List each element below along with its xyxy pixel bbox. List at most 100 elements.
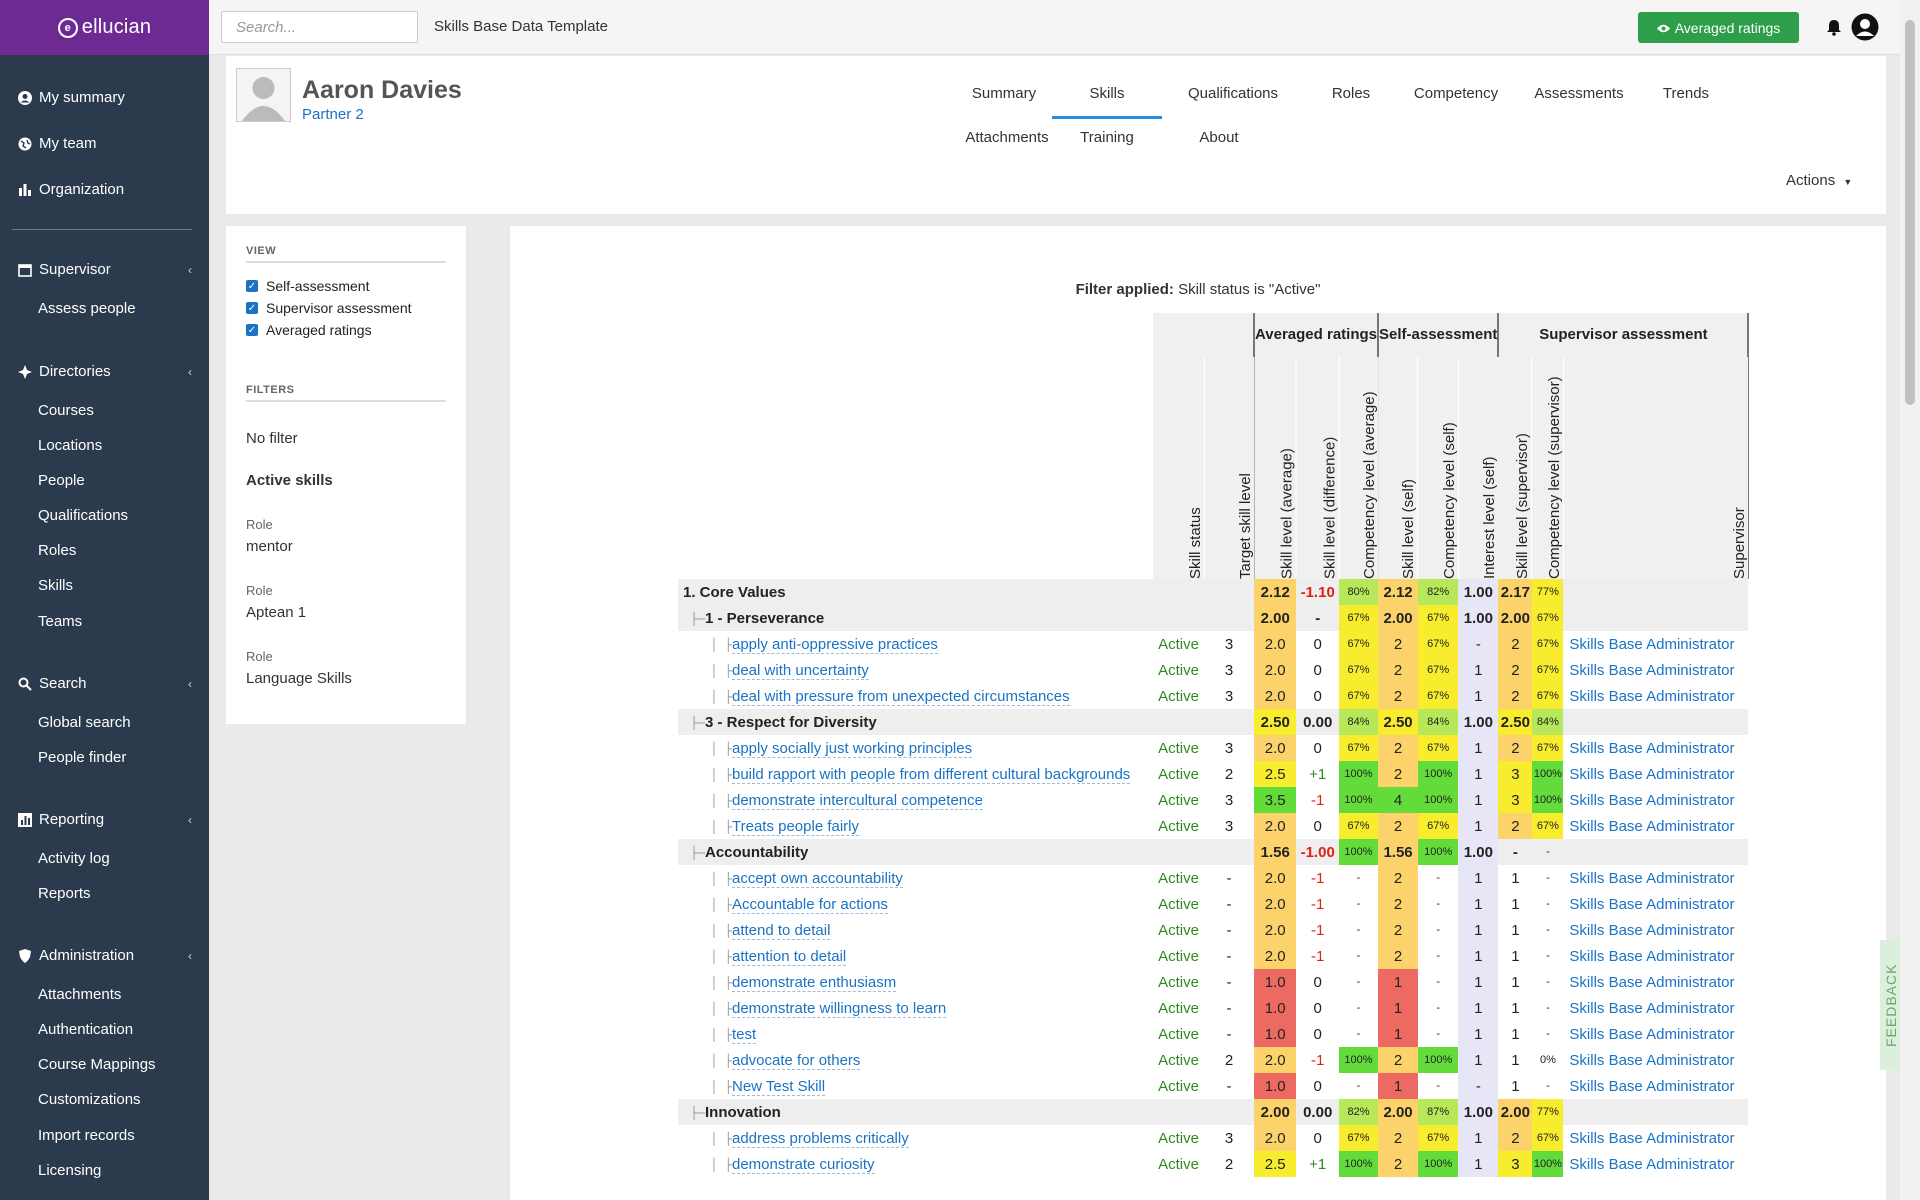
supervisor-link[interactable]: Skills Base Administrator bbox=[1569, 1077, 1735, 1095]
tab-about[interactable]: About bbox=[1199, 129, 1239, 146]
sidebar-item-import-records[interactable]: Import records bbox=[38, 1127, 135, 1144]
sidebar-item-locations[interactable]: Locations bbox=[38, 437, 103, 454]
skill-link[interactable]: attention to detail bbox=[732, 947, 847, 966]
skill-link[interactable]: deal with pressure from unexpected circu… bbox=[732, 687, 1070, 706]
skill-link[interactable]: demonstrate enthusiasm bbox=[732, 973, 897, 992]
tab-training[interactable]: Training bbox=[1080, 129, 1134, 146]
tab-qualifications[interactable]: Qualifications bbox=[1187, 85, 1279, 102]
supervisor-link[interactable]: Skills Base Administrator bbox=[1569, 1155, 1735, 1173]
tab-skills[interactable]: Skills bbox=[1089, 85, 1125, 102]
skill-link[interactable]: apply anti-oppressive practices bbox=[732, 635, 938, 654]
column-header-supervisor[interactable]: Supervisor bbox=[1563, 357, 1749, 579]
sidebar-item-teams[interactable]: Teams bbox=[38, 613, 83, 630]
column-header-competency-level-average[interactable]: Competency level (average) bbox=[1338, 357, 1378, 579]
filter-role-aptean[interactable]: Aptean 1 bbox=[246, 604, 307, 621]
filter-active-skills[interactable]: Active skills bbox=[246, 472, 333, 489]
supervisor-link[interactable]: Skills Base Administrator bbox=[1569, 973, 1735, 991]
skill-link[interactable]: attend to detail bbox=[732, 921, 831, 940]
supervisor-link[interactable]: Skills Base Administrator bbox=[1569, 1025, 1735, 1043]
tab-attachments[interactable]: Attachments bbox=[965, 129, 1049, 146]
sidebar-item-roles[interactable]: Roles bbox=[38, 542, 77, 559]
sidebar-section-search[interactable]: Search ‹ bbox=[17, 675, 192, 692]
supervisor-link[interactable]: Skills Base Administrator bbox=[1569, 687, 1735, 705]
column-header-skill-level-supervisor[interactable]: Skill level (supervisor) bbox=[1498, 357, 1533, 579]
sidebar-item-global-search[interactable]: Global search bbox=[38, 714, 131, 731]
sidebar-section-reporting[interactable]: Reporting ‹ bbox=[17, 811, 192, 828]
column-header-skill-level-difference[interactable]: Skill level (difference) bbox=[1296, 357, 1339, 579]
sidebar-section-supervisor[interactable]: Supervisor ‹ bbox=[17, 261, 192, 278]
skill-link[interactable]: Treats people fairly bbox=[732, 817, 860, 836]
tab-roles[interactable]: Roles bbox=[1331, 85, 1371, 102]
column-header-skill-level-average[interactable]: Skill level (average) bbox=[1254, 357, 1297, 579]
sidebar-item-people-finder[interactable]: People finder bbox=[38, 749, 127, 766]
supervisor-link[interactable]: Skills Base Administrator bbox=[1569, 895, 1735, 913]
supervisor-link[interactable]: Skills Base Administrator bbox=[1569, 921, 1735, 939]
tab-assessments[interactable]: Assessments bbox=[1534, 85, 1624, 102]
averaged-ratings-button[interactable]: Averaged ratings bbox=[1638, 12, 1799, 43]
column-header-skill-status[interactable]: Skill status bbox=[1153, 357, 1204, 579]
supervisor-link[interactable]: Skills Base Administrator bbox=[1569, 765, 1735, 783]
sidebar-item-assess-people[interactable]: Assess people bbox=[38, 300, 136, 317]
skill-link[interactable]: demonstrate willingness to learn bbox=[732, 999, 947, 1018]
supervisor-link[interactable]: Skills Base Administrator bbox=[1569, 947, 1735, 965]
column-header-competency-level-supervisor[interactable]: Competency level (supervisor) bbox=[1532, 357, 1564, 579]
brand-logo[interactable]: e ellucian bbox=[0, 0, 209, 55]
sidebar-item-reports[interactable]: Reports bbox=[38, 885, 91, 902]
supervisor-link[interactable]: Skills Base Administrator bbox=[1569, 869, 1735, 887]
column-header-interest-level-self[interactable]: Interest level (self) bbox=[1458, 357, 1499, 579]
sidebar-item-customizations[interactable]: Customizations bbox=[38, 1091, 141, 1108]
skill-link[interactable]: accept own accountability bbox=[732, 869, 903, 888]
actions-dropdown[interactable]: Actions ▼ bbox=[1786, 172, 1852, 189]
scrollbar-thumb[interactable] bbox=[1905, 20, 1915, 405]
profile-role-link[interactable]: Partner 2 bbox=[302, 106, 364, 123]
checkbox-averaged-ratings[interactable]: ✓ Averaged ratings bbox=[246, 322, 372, 338]
checkbox-self-assessment[interactable]: ✓ Self-assessment bbox=[246, 278, 369, 294]
supervisor-link[interactable]: Skills Base Administrator bbox=[1569, 999, 1735, 1017]
skill-link[interactable]: Accountable for actions bbox=[732, 895, 888, 914]
sidebar-item-licensing[interactable]: Licensing bbox=[38, 1162, 102, 1179]
user-account-icon[interactable] bbox=[1851, 13, 1879, 41]
feedback-tab[interactable]: FEEDBACK bbox=[1880, 940, 1902, 1070]
sidebar-item-authentication[interactable]: Authentication bbox=[38, 1021, 134, 1038]
skill-link[interactable]: test bbox=[732, 1025, 757, 1044]
sidebar-item-attachments[interactable]: Attachments bbox=[38, 986, 122, 1003]
sidebar-section-directories[interactable]: Directories ‹ bbox=[17, 363, 192, 380]
skill-link[interactable]: demonstrate intercultural competence bbox=[732, 791, 983, 810]
sidebar-item-organization[interactable]: Organization bbox=[17, 181, 124, 198]
tab-trends[interactable]: Trends bbox=[1662, 85, 1710, 102]
tab-competency[interactable]: Competency bbox=[1413, 85, 1499, 102]
sidebar-item-activity-log[interactable]: Activity log bbox=[38, 850, 110, 867]
supervisor-link[interactable]: Skills Base Administrator bbox=[1569, 1051, 1735, 1069]
supervisor-link[interactable]: Skills Base Administrator bbox=[1569, 661, 1735, 679]
sidebar-section-administration[interactable]: Administration ‹ bbox=[17, 947, 192, 964]
supervisor-link[interactable]: Skills Base Administrator bbox=[1569, 791, 1735, 809]
skill-link[interactable]: New Test Skill bbox=[732, 1077, 826, 1096]
filter-role-language-skills[interactable]: Language Skills bbox=[246, 670, 352, 687]
sidebar-item-skills[interactable]: Skills bbox=[38, 577, 74, 594]
sidebar-item-my-team[interactable]: My team bbox=[17, 135, 97, 152]
sidebar-item-my-summary[interactable]: My summary bbox=[17, 89, 125, 106]
filter-role-mentor[interactable]: mentor bbox=[246, 538, 293, 555]
sidebar-item-qualifications[interactable]: Qualifications bbox=[38, 507, 129, 524]
skill-link[interactable]: demonstrate curiosity bbox=[732, 1155, 875, 1174]
supervisor-link[interactable]: Skills Base Administrator bbox=[1569, 1129, 1735, 1147]
tab-summary[interactable]: Summary bbox=[971, 85, 1037, 102]
filter-no-filter[interactable]: No filter bbox=[246, 430, 298, 447]
column-header-target-skill-level[interactable]: Target skill level bbox=[1204, 357, 1254, 579]
supervisor-link[interactable]: Skills Base Administrator bbox=[1569, 635, 1735, 653]
supervisor-link[interactable]: Skills Base Administrator bbox=[1569, 739, 1735, 757]
skill-link[interactable]: advocate for others bbox=[732, 1051, 861, 1070]
supervisor-link[interactable]: Skills Base Administrator bbox=[1569, 817, 1735, 835]
column-header-skill-level-self[interactable]: Skill level (self) bbox=[1378, 357, 1419, 579]
checkbox-supervisor-assessment[interactable]: ✓ Supervisor assessment bbox=[246, 300, 412, 316]
search-input[interactable]: Search... bbox=[221, 11, 418, 43]
skill-link[interactable]: deal with uncertainty bbox=[732, 661, 869, 680]
sidebar-item-courses[interactable]: Courses bbox=[38, 402, 94, 419]
sidebar-item-course-mappings[interactable]: Course Mappings bbox=[38, 1056, 156, 1073]
sidebar-item-people[interactable]: People bbox=[38, 472, 85, 489]
skill-link[interactable]: address problems critically bbox=[732, 1129, 909, 1148]
skill-link[interactable]: apply socially just working principles bbox=[732, 739, 973, 758]
bell-icon[interactable] bbox=[1824, 17, 1844, 37]
skill-link[interactable]: build rapport with people from different… bbox=[732, 765, 1131, 784]
column-header-competency-level-self[interactable]: Competency level (self) bbox=[1418, 357, 1459, 579]
